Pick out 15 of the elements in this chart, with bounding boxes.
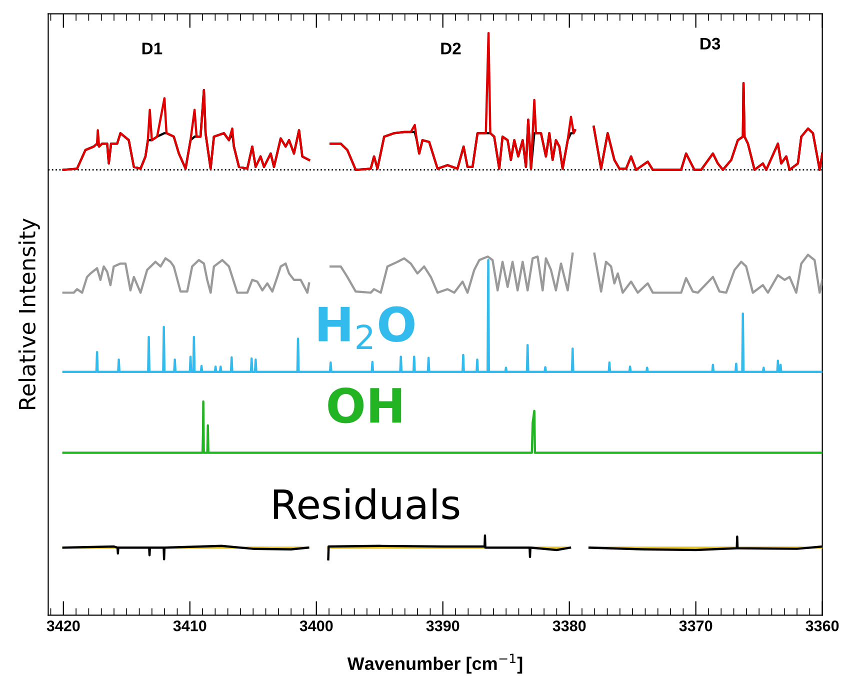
y-axis-title: Relative Intensity xyxy=(18,218,40,410)
x-tick-label: 3360 xyxy=(806,620,839,632)
series-label: Residuals xyxy=(274,488,460,520)
annotation: D1 xyxy=(142,42,162,54)
x-tick-label: 3380 xyxy=(552,620,586,632)
annotation: D2 xyxy=(441,42,461,54)
x-tick-label: 3370 xyxy=(679,620,712,632)
x-tick-label: 3400 xyxy=(300,620,333,632)
x-tick-label: 3390 xyxy=(426,620,460,632)
x-tick-label: 3420 xyxy=(46,620,80,632)
x-axis-title: Wavenumber [cm$^{−1}$] xyxy=(347,654,522,674)
annotation: D3 xyxy=(700,38,720,50)
series-label: OH xyxy=(328,388,402,424)
series-label: H$_{2}$O xyxy=(318,306,414,350)
x-tick-label: 3410 xyxy=(173,620,206,632)
